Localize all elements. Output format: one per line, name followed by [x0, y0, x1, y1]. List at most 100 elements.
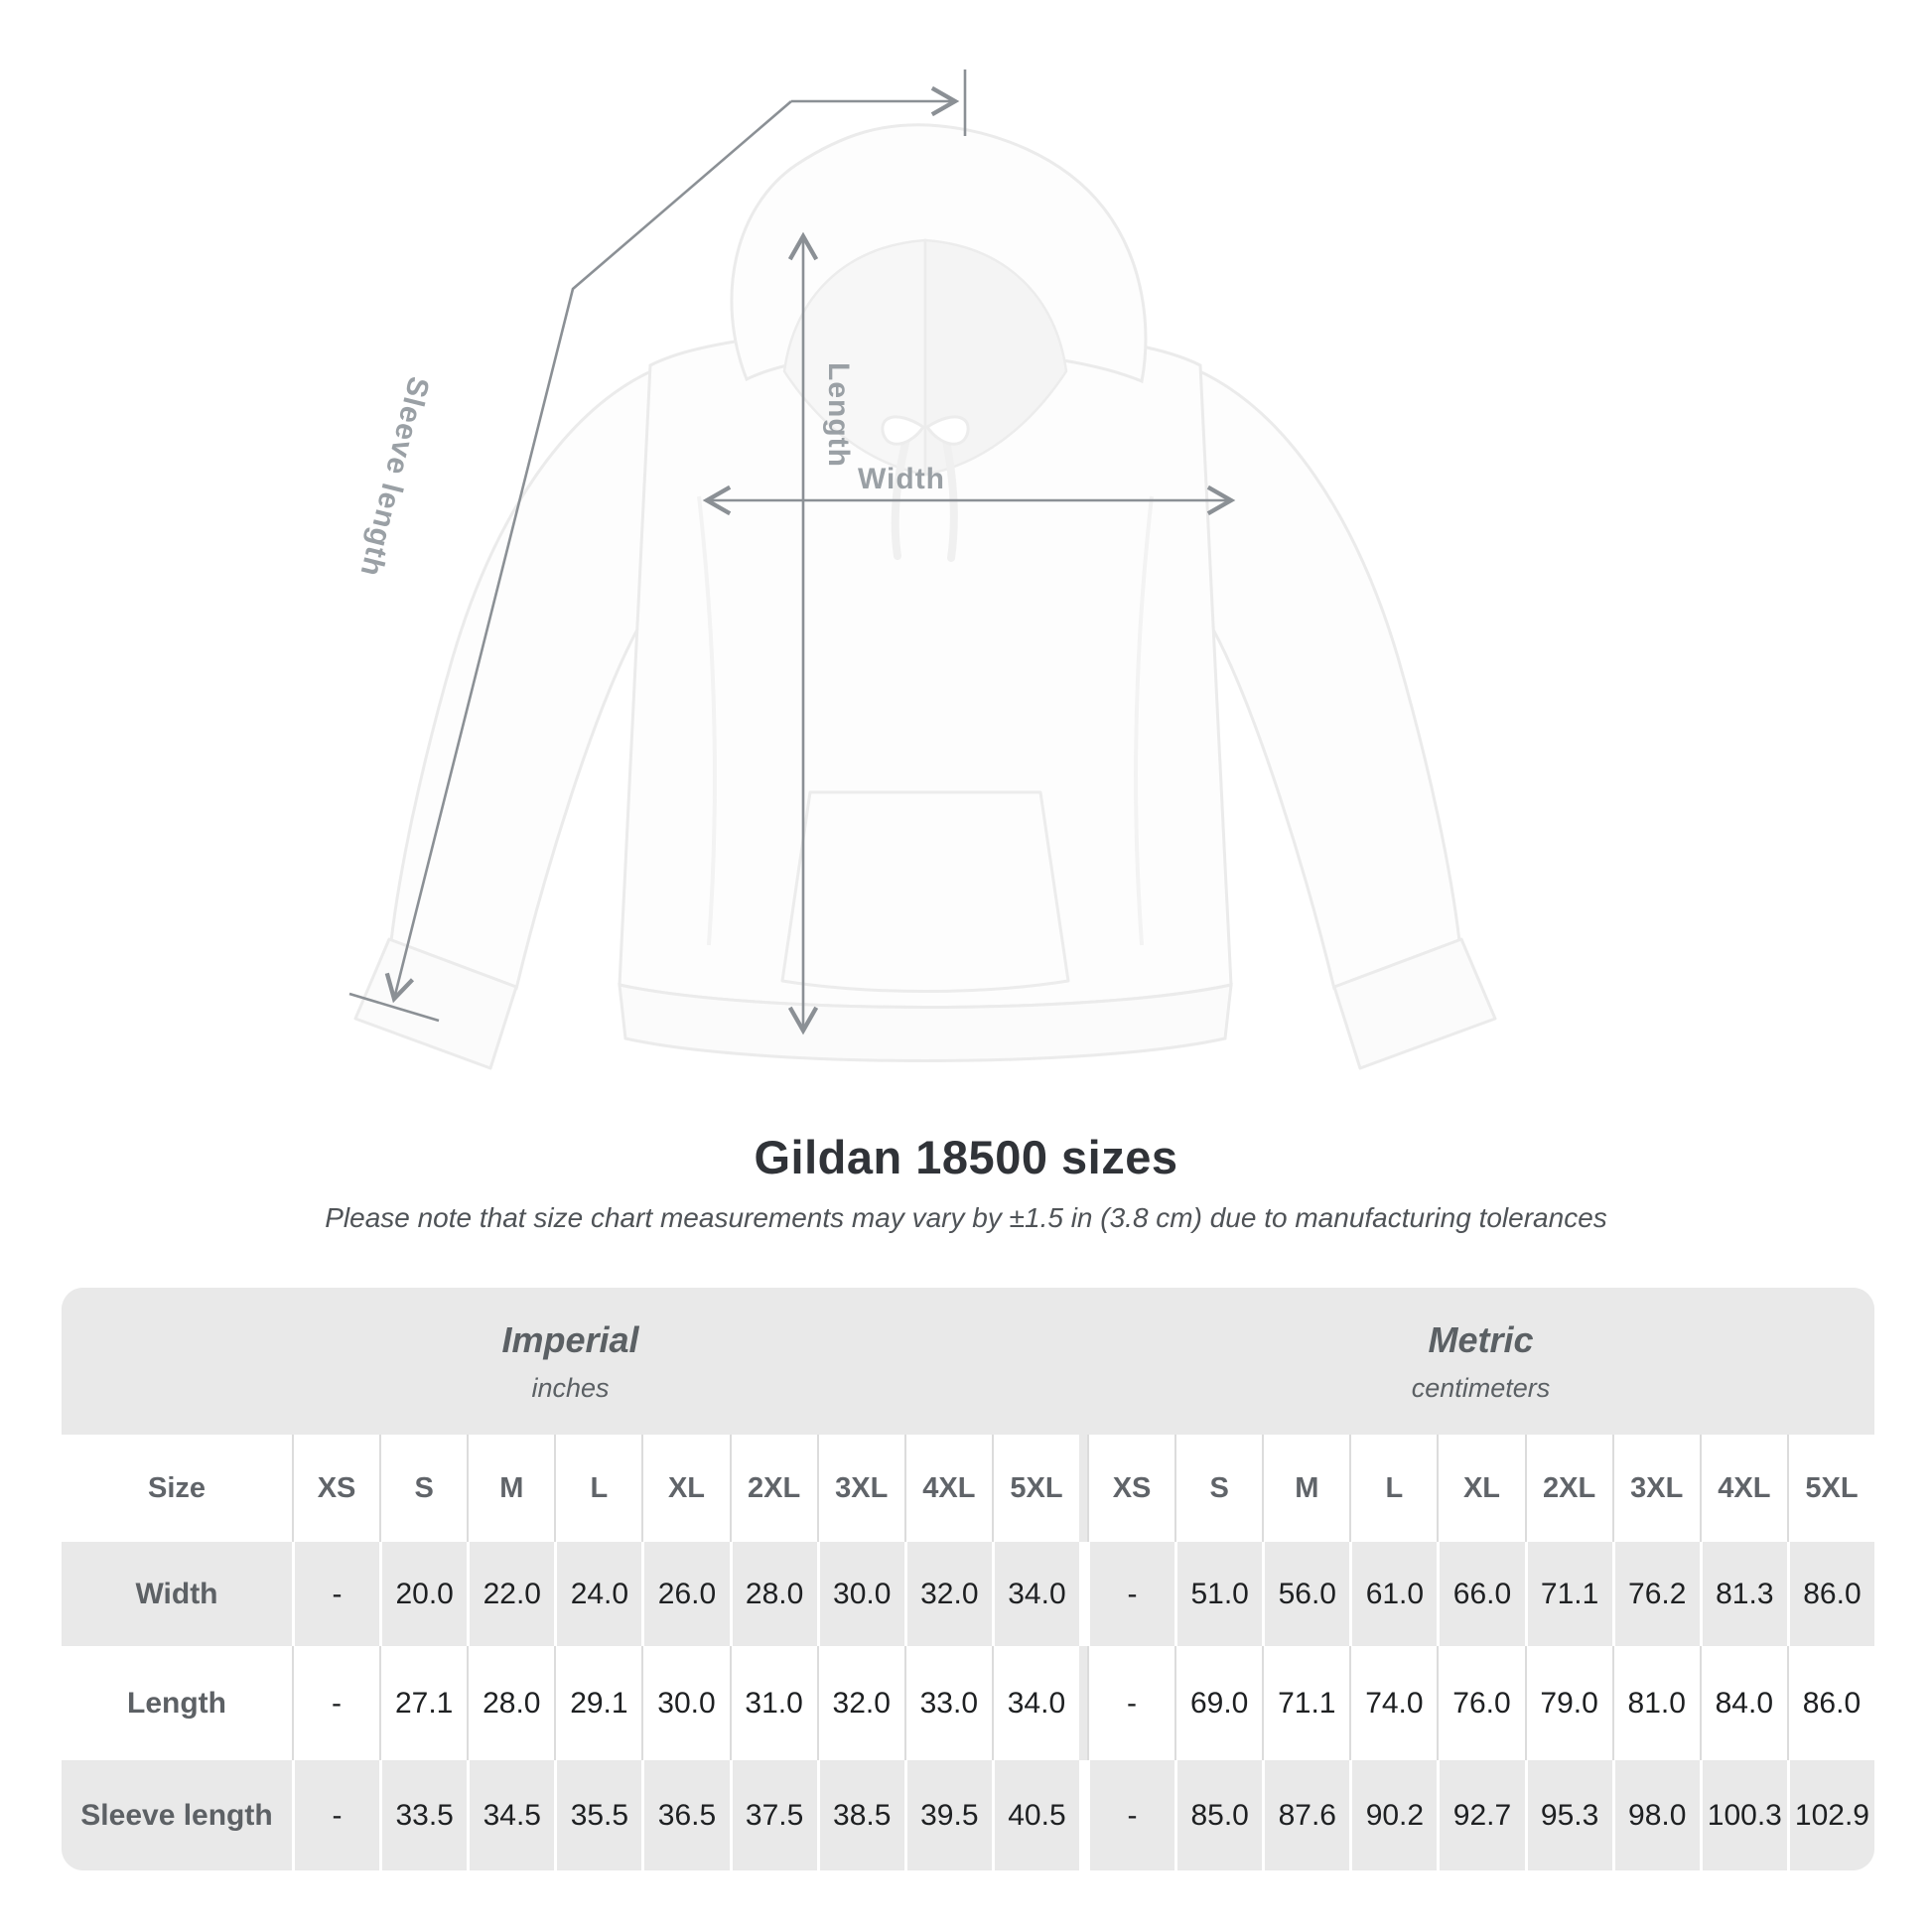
table-row-sleeve-length: Sleeve length - 33.5 34.5 35.5 36.5 37.5…: [62, 1760, 1874, 1870]
hoodie-measurement-diagram: Length Width Sleeve length: [348, 69, 1497, 1070]
value-cell: -: [292, 1542, 379, 1646]
value-cell: 74.0: [1349, 1646, 1437, 1760]
table-row-width: Width - 20.0 22.0 24.0 26.0 28.0 30.0 32…: [62, 1542, 1874, 1646]
value-cell: -: [1087, 1760, 1174, 1870]
value-cell: 39.5: [903, 1760, 992, 1870]
value-cell: -: [292, 1646, 379, 1760]
value-cell: 56.0: [1262, 1542, 1349, 1646]
metric-unit: centimeters: [1411, 1372, 1551, 1403]
column-divider: [1079, 1435, 1087, 1542]
value-cell: 30.0: [816, 1542, 904, 1646]
value-cell: 66.0: [1437, 1542, 1524, 1646]
width-label: Width: [858, 463, 945, 495]
value-cell: 71.1: [1524, 1542, 1612, 1646]
row-label: Length: [127, 1686, 226, 1720]
size-header-metric: S: [1174, 1435, 1262, 1542]
value-cell: 84.0: [1699, 1646, 1787, 1760]
value-cell: -: [1087, 1542, 1174, 1646]
value-cell: -: [1087, 1646, 1174, 1760]
value-cell: 100.3: [1699, 1760, 1787, 1870]
column-divider: [1079, 1760, 1087, 1870]
metric-label: Metric: [1428, 1318, 1534, 1360]
row-label: Sleeve length: [80, 1798, 273, 1832]
size-header-metric: L: [1349, 1435, 1437, 1542]
sleeve-length-label: Sleeve length: [353, 373, 435, 580]
size-header-row: Size XS S M L XL 2XL 3XL 4XL 5XL XS S M …: [62, 1435, 1874, 1542]
length-label: Length: [822, 362, 855, 468]
value-cell: 85.0: [1174, 1760, 1262, 1870]
imperial-group-header: Imperial inches: [62, 1288, 1079, 1435]
table-row-length: Length - 27.1 28.0 29.1 30.0 31.0 32.0 3…: [62, 1646, 1874, 1760]
value-cell: 34.0: [991, 1646, 1079, 1760]
value-cell: 81.0: [1611, 1646, 1700, 1760]
size-header-imperial: XL: [641, 1435, 729, 1542]
size-header-imperial: 3XL: [816, 1435, 904, 1542]
value-cell: 27.1: [379, 1646, 467, 1760]
size-header-metric: 2XL: [1524, 1435, 1612, 1542]
size-header-imperial: XS: [292, 1435, 379, 1542]
unit-group-row: Imperial inches Metric centimeters: [62, 1288, 1874, 1435]
size-header-metric: XL: [1437, 1435, 1524, 1542]
size-header-metric: 5XL: [1786, 1435, 1874, 1542]
size-header-metric: 4XL: [1699, 1435, 1787, 1542]
value-cell: 98.0: [1611, 1760, 1700, 1870]
value-cell: 24.0: [554, 1542, 641, 1646]
value-cell: 37.5: [729, 1760, 817, 1870]
size-header-metric: 3XL: [1611, 1435, 1700, 1542]
value-cell: 51.0: [1174, 1542, 1262, 1646]
size-header-imperial: S: [379, 1435, 467, 1542]
value-cell: 35.5: [554, 1760, 641, 1870]
sleeve-end-tick: [348, 992, 440, 1023]
value-cell: 33.0: [903, 1646, 992, 1760]
value-cell: 30.0: [641, 1646, 729, 1760]
value-cell: 32.0: [816, 1646, 904, 1760]
size-header-imperial: L: [554, 1435, 641, 1542]
group-divider: [1079, 1288, 1087, 1435]
value-cell: 36.5: [641, 1760, 729, 1870]
value-cell: 71.1: [1262, 1646, 1349, 1760]
value-cell: 86.0: [1786, 1646, 1874, 1760]
value-cell: 32.0: [903, 1542, 992, 1646]
size-header-metric: XS: [1087, 1435, 1174, 1542]
value-cell: 38.5: [816, 1760, 904, 1870]
value-cell: 102.9: [1786, 1760, 1874, 1870]
row-label: Width: [135, 1577, 218, 1610]
imperial-unit: inches: [531, 1372, 610, 1403]
size-header-imperial: 2XL: [729, 1435, 817, 1542]
value-cell: 90.2: [1349, 1760, 1437, 1870]
value-cell: 86.0: [1786, 1542, 1874, 1646]
value-cell: 40.5: [991, 1760, 1079, 1870]
metric-group-header: Metric centimeters: [1087, 1288, 1874, 1435]
page-title: Gildan 18500 sizes: [754, 1131, 1178, 1183]
tolerance-note: Please note that size chart measurements…: [325, 1202, 1607, 1233]
value-cell: 34.5: [467, 1760, 554, 1870]
size-header-imperial: M: [467, 1435, 554, 1542]
column-divider: [1079, 1646, 1087, 1760]
value-cell: 61.0: [1349, 1542, 1437, 1646]
value-cell: -: [292, 1760, 379, 1870]
column-divider: [1079, 1542, 1087, 1646]
value-cell: 79.0: [1524, 1646, 1612, 1760]
value-cell: 31.0: [729, 1646, 817, 1760]
title-block: Gildan 18500 sizes Please note that size…: [0, 1130, 1932, 1234]
value-cell: 28.0: [467, 1646, 554, 1760]
hoodie-image: [353, 123, 1497, 1070]
value-cell: 95.3: [1524, 1760, 1612, 1870]
value-cell: 22.0: [467, 1542, 554, 1646]
size-header-metric: M: [1262, 1435, 1349, 1542]
value-cell: 76.2: [1611, 1542, 1700, 1646]
size-header-imperial: 4XL: [903, 1435, 992, 1542]
value-cell: 29.1: [554, 1646, 641, 1760]
value-cell: 87.6: [1262, 1760, 1349, 1870]
imperial-label: Imperial: [501, 1318, 639, 1360]
hoodie-diagram-svg: Length Width Sleeve length: [348, 69, 1497, 1070]
sleeve-length-arrow: [384, 100, 792, 1004]
value-cell: 28.0: [729, 1542, 817, 1646]
measurement-lines: [348, 69, 1236, 1035]
value-cell: 33.5: [379, 1760, 467, 1870]
value-cell: 20.0: [379, 1542, 467, 1646]
value-cell: 92.7: [1437, 1760, 1524, 1870]
size-column-header: Size: [147, 1471, 207, 1504]
value-cell: 81.3: [1699, 1542, 1787, 1646]
value-cell: 76.0: [1437, 1646, 1524, 1760]
